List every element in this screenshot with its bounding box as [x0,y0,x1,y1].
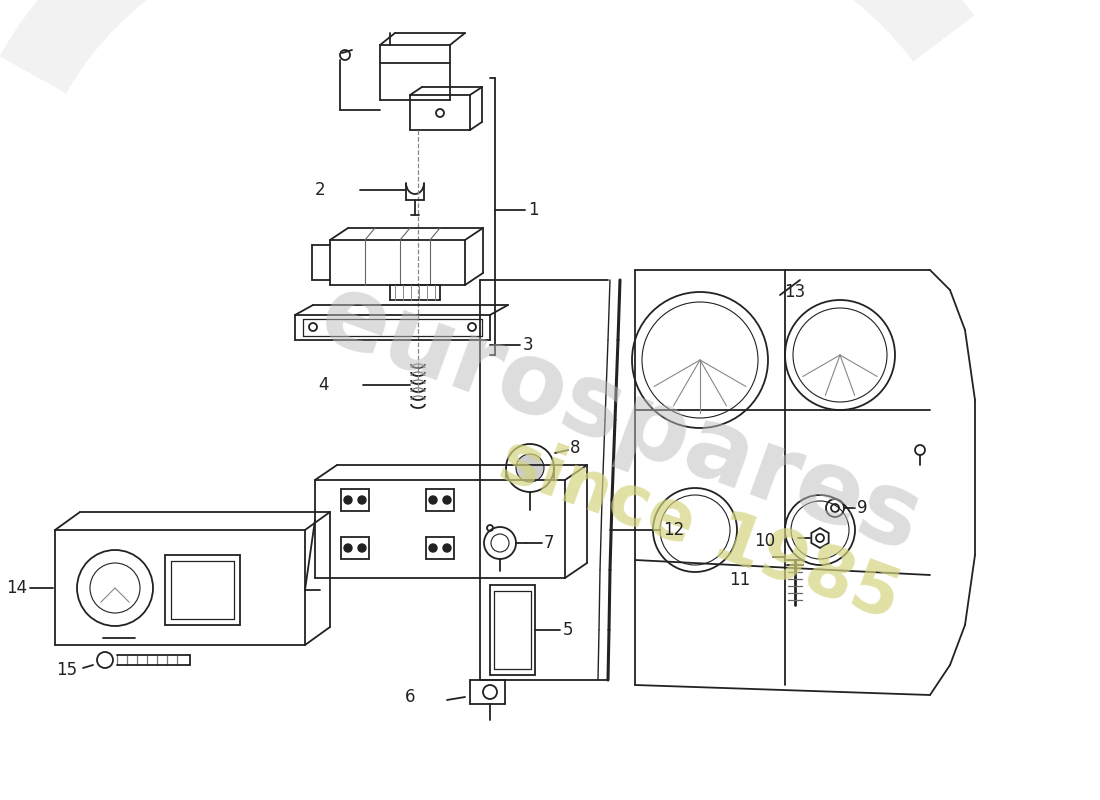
Text: 10: 10 [754,532,776,550]
Circle shape [429,496,437,504]
Text: since 1985: since 1985 [491,426,910,634]
Text: 3: 3 [522,336,534,354]
Text: 2: 2 [315,181,326,199]
Circle shape [429,544,437,552]
Text: eurospares: eurospares [307,266,934,574]
Circle shape [358,544,366,552]
Text: 6: 6 [405,688,415,706]
Text: 1: 1 [528,201,539,219]
Circle shape [344,544,352,552]
Circle shape [443,544,451,552]
Text: 9: 9 [857,499,868,517]
Text: 12: 12 [663,521,684,539]
Circle shape [344,496,352,504]
Text: 14: 14 [6,579,28,597]
Text: 7: 7 [544,534,554,552]
Text: 5: 5 [563,621,573,639]
Text: 15: 15 [56,661,77,679]
Circle shape [358,496,366,504]
Text: 13: 13 [784,283,805,301]
Text: 11: 11 [728,571,750,589]
Circle shape [443,496,451,504]
Circle shape [516,454,544,482]
Text: 8: 8 [570,439,581,457]
Text: 4: 4 [318,376,329,394]
